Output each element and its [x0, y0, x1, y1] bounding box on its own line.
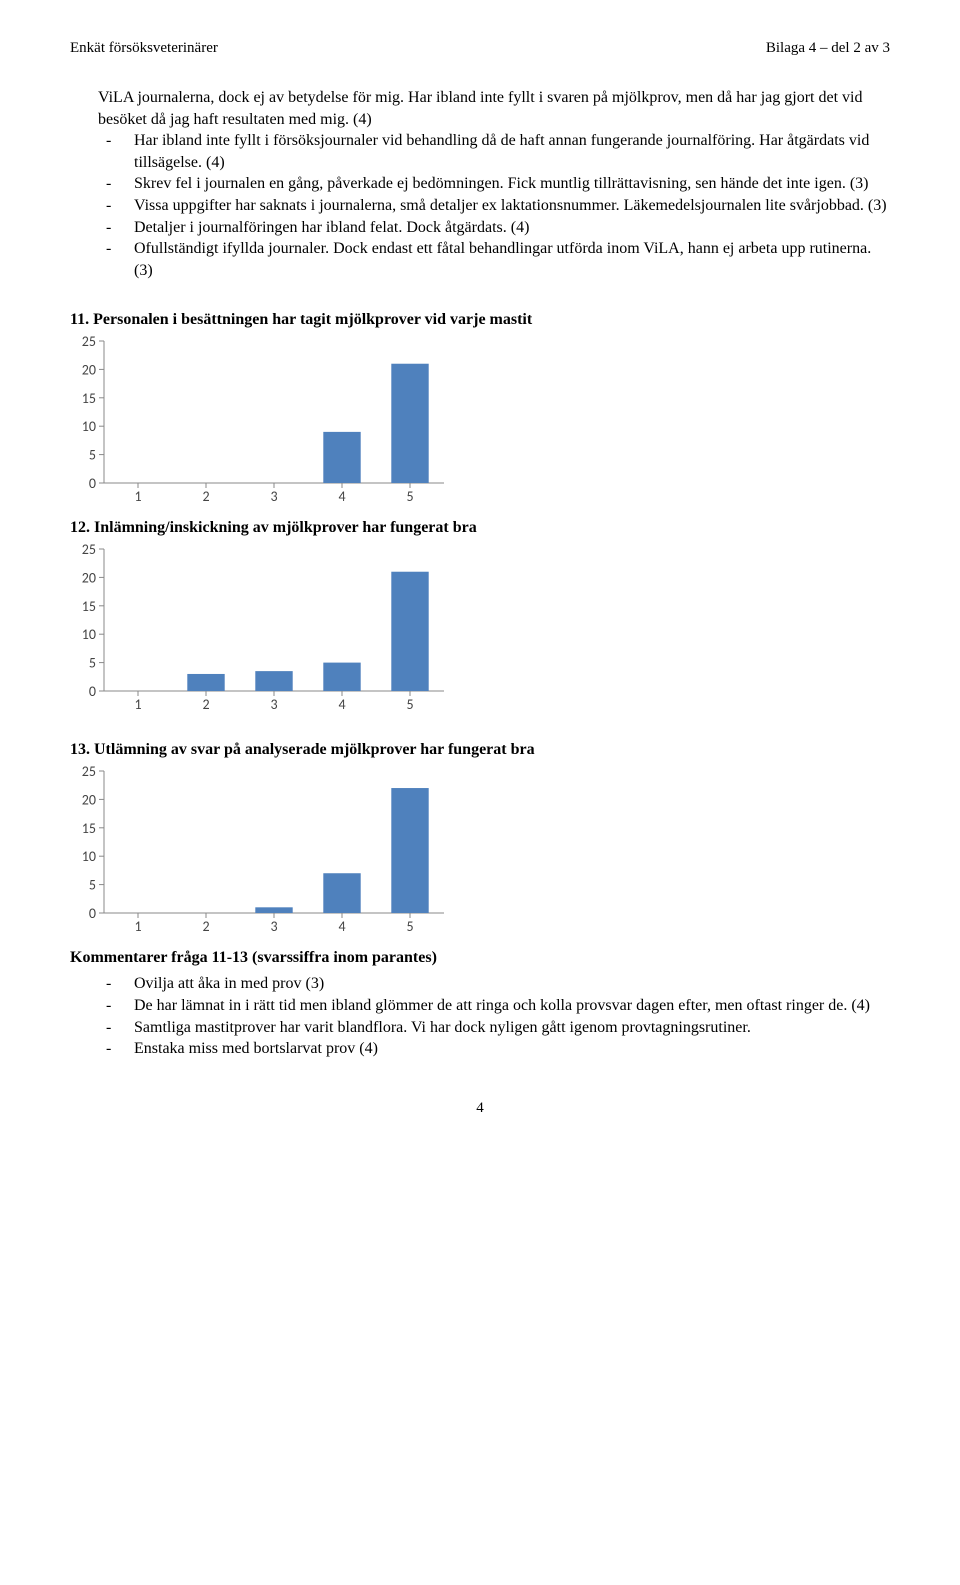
bullet-text: Har ibland inte fyllt i försöksjournaler… [134, 130, 890, 173]
bullet-dash: - [98, 995, 134, 1017]
bar [323, 874, 360, 914]
bullet-text: Enstaka miss med bortslarvat prov (4) [134, 1038, 378, 1060]
bullet-dash: - [98, 973, 134, 995]
page-number: 4 [70, 1100, 890, 1117]
x-tick-label: 2 [202, 488, 209, 505]
y-tick-label: 10 [82, 849, 96, 866]
chart-section: 11. Personalen i besättningen har tagit … [70, 311, 890, 505]
bullet-text: Skrev fel i journalen en gång, påverkade… [134, 173, 868, 195]
comments-block: Kommentarer fråga 11-13 (svarssiffra ino… [70, 949, 890, 1059]
chart-svg-wrap: 0 5 10 15 20 25 1 2 3 4 5 [70, 335, 890, 505]
bullet-text: Vissa uppgifter har saknats i journalern… [134, 195, 887, 217]
x-tick-label: 4 [338, 918, 345, 935]
x-tick-label: 5 [406, 918, 413, 935]
bar [255, 671, 292, 691]
bullet-text: Samtliga mastitprover har varit blandflo… [134, 1017, 751, 1039]
bullet-text: De har lämnat in i rätt tid men ibland g… [134, 995, 870, 1017]
bar [391, 572, 428, 691]
x-tick-label: 3 [270, 918, 277, 935]
x-tick-label: 4 [338, 488, 345, 505]
y-tick-label: 5 [89, 447, 96, 464]
x-tick-label: 1 [134, 918, 141, 935]
x-tick-label: 2 [202, 696, 209, 713]
bar [391, 364, 428, 483]
chart-heading: 11. Personalen i besättningen har tagit … [70, 311, 890, 329]
y-tick-label: 10 [82, 419, 96, 436]
intro-bullet: -Ofullständigt ifyllda journaler. Dock e… [98, 238, 890, 281]
chart-section: 13. Utlämning av svar på analyserade mjö… [70, 741, 890, 935]
y-tick-label: 10 [82, 627, 96, 644]
intro-bullet: -Har ibland inte fyllt i försöksjournale… [98, 130, 890, 173]
bullet-dash: - [98, 173, 134, 195]
y-tick-label: 0 [89, 475, 96, 492]
bar-chart: 0 5 10 15 20 25 1 2 3 4 5 [70, 335, 450, 505]
y-tick-label: 25 [82, 765, 96, 780]
bar [323, 663, 360, 691]
chart-heading: 12. Inlämning/inskickning av mjölkprover… [70, 519, 890, 537]
x-tick-label: 2 [202, 918, 209, 935]
y-tick-label: 25 [82, 335, 96, 350]
bullet-dash: - [98, 238, 134, 281]
bar [187, 674, 224, 691]
x-tick-label: 1 [134, 488, 141, 505]
comment-bullet: -Enstaka miss med bortslarvat prov (4) [98, 1038, 890, 1060]
y-tick-label: 20 [82, 570, 96, 587]
y-tick-label: 20 [82, 792, 96, 809]
bar [255, 908, 292, 914]
bullet-text: Ovilja att åka in med prov (3) [134, 973, 324, 995]
y-tick-label: 0 [89, 683, 96, 700]
comments-heading: Kommentarer fråga 11-13 (svarssiffra ino… [70, 949, 890, 967]
x-tick-label: 4 [338, 696, 345, 713]
comment-bullet: -Ovilja att åka in med prov (3) [98, 973, 890, 995]
bullet-dash: - [98, 1017, 134, 1039]
bar [391, 788, 428, 913]
y-tick-label: 15 [82, 390, 96, 407]
bullet-dash: - [98, 195, 134, 217]
page-header: Enkät försöksveterinärer Bilaga 4 – del … [70, 40, 890, 57]
bar-chart: 0 5 10 15 20 25 1 2 3 4 5 [70, 543, 450, 713]
chart-heading: 13. Utlämning av svar på analyserade mjö… [70, 741, 890, 759]
intro-block: ViLA journalerna, dock ej av betydelse f… [98, 87, 890, 281]
x-tick-label: 1 [134, 696, 141, 713]
comment-bullet: -Samtliga mastitprover har varit blandfl… [98, 1017, 890, 1039]
intro-bullet: -Detaljer i journalföringen har ibland f… [98, 217, 890, 239]
chart-svg-wrap: 0 5 10 15 20 25 1 2 3 4 5 [70, 543, 890, 713]
chart-svg-wrap: 0 5 10 15 20 25 1 2 3 4 5 [70, 765, 890, 935]
y-tick-label: 5 [89, 655, 96, 672]
intro-bullet: -Skrev fel i journalen en gång, påverkad… [98, 173, 890, 195]
y-tick-label: 15 [82, 598, 96, 615]
y-tick-label: 15 [82, 820, 96, 837]
comment-bullet: -De har lämnat in i rätt tid men ibland … [98, 995, 890, 1017]
bar [323, 432, 360, 483]
intro-bullet: -Vissa uppgifter har saknats i journaler… [98, 195, 890, 217]
intro-paragraph: ViLA journalerna, dock ej av betydelse f… [98, 87, 890, 130]
chart-section: 12. Inlämning/inskickning av mjölkprover… [70, 519, 890, 713]
bullet-text: Detaljer i journalföringen har ibland fe… [134, 217, 529, 239]
bar-chart: 0 5 10 15 20 25 1 2 3 4 5 [70, 765, 450, 935]
bullet-dash: - [98, 1038, 134, 1060]
y-tick-label: 20 [82, 362, 96, 379]
bullet-dash: - [98, 217, 134, 239]
header-left: Enkät försöksveterinärer [70, 40, 218, 57]
x-tick-label: 3 [270, 696, 277, 713]
header-right: Bilaga 4 – del 2 av 3 [766, 40, 890, 57]
x-tick-label: 3 [270, 488, 277, 505]
x-tick-label: 5 [406, 488, 413, 505]
y-tick-label: 25 [82, 543, 96, 558]
bullet-dash: - [98, 130, 134, 173]
y-tick-label: 5 [89, 877, 96, 894]
bullet-text: Ofullständigt ifyllda journaler. Dock en… [134, 238, 890, 281]
x-tick-label: 5 [406, 696, 413, 713]
y-tick-label: 0 [89, 905, 96, 922]
